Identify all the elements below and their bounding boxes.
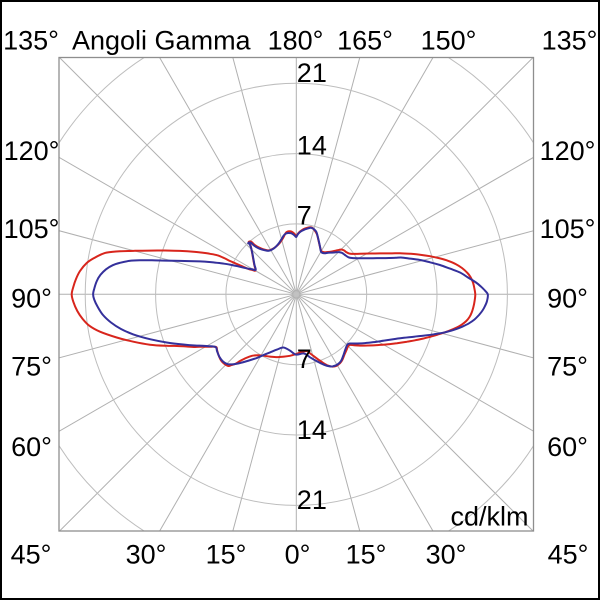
svg-text:135°: 135° (542, 26, 598, 56)
svg-text:14: 14 (297, 415, 327, 445)
svg-text:135°: 135° (3, 26, 59, 56)
svg-text:15°: 15° (206, 540, 247, 570)
svg-text:75°: 75° (11, 352, 52, 382)
svg-text:75°: 75° (547, 352, 588, 382)
svg-text:30°: 30° (426, 540, 467, 570)
svg-text:cd/klm: cd/klm (450, 502, 528, 532)
svg-text:15°: 15° (346, 540, 387, 570)
svg-text:45°: 45° (548, 540, 589, 570)
svg-text:105°: 105° (4, 214, 60, 244)
svg-text:21: 21 (297, 485, 327, 515)
svg-text:150°: 150° (421, 26, 477, 56)
svg-text:21: 21 (297, 58, 327, 88)
svg-text:60°: 60° (547, 432, 588, 462)
svg-text:30°: 30° (126, 540, 167, 570)
svg-text:60°: 60° (11, 432, 52, 462)
svg-text:45°: 45° (11, 540, 52, 570)
svg-text:90°: 90° (11, 284, 52, 314)
svg-text:7: 7 (297, 344, 312, 374)
svg-text:165°: 165° (337, 26, 393, 56)
svg-text:0°: 0° (285, 540, 311, 570)
svg-text:14: 14 (297, 131, 327, 161)
svg-text:120°: 120° (540, 136, 596, 166)
svg-text:105°: 105° (540, 214, 596, 244)
svg-text:7: 7 (297, 200, 312, 230)
svg-text:180°: 180° (268, 26, 324, 56)
svg-text:90°: 90° (547, 284, 588, 314)
svg-text:Angoli Gamma: Angoli Gamma (72, 26, 252, 56)
svg-text:120°: 120° (4, 136, 60, 166)
